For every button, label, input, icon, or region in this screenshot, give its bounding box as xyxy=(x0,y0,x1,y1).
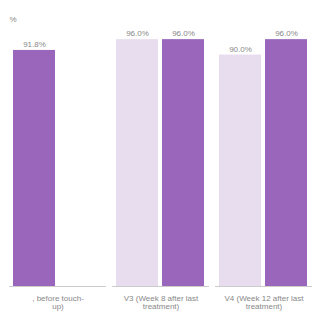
svg-text:%: % xyxy=(10,15,17,24)
svg-text:91.8%: 91.8% xyxy=(23,40,46,49)
svg-text:90.0%: 90.0% xyxy=(229,45,252,54)
svg-text:96.0%: 96.0% xyxy=(172,29,195,38)
svg-text:V3 (Week 8 after lasttreatment: V3 (Week 8 after lasttreatment) xyxy=(124,294,199,311)
svg-text:96.0%: 96.0% xyxy=(275,29,298,38)
svg-text:, before touch-up): , before touch-up) xyxy=(32,294,84,311)
svg-text:V4 (Week 12 after lasttreatmen: V4 (Week 12 after lasttreatment) xyxy=(225,294,305,311)
svg-text:96.0%: 96.0% xyxy=(126,29,149,38)
